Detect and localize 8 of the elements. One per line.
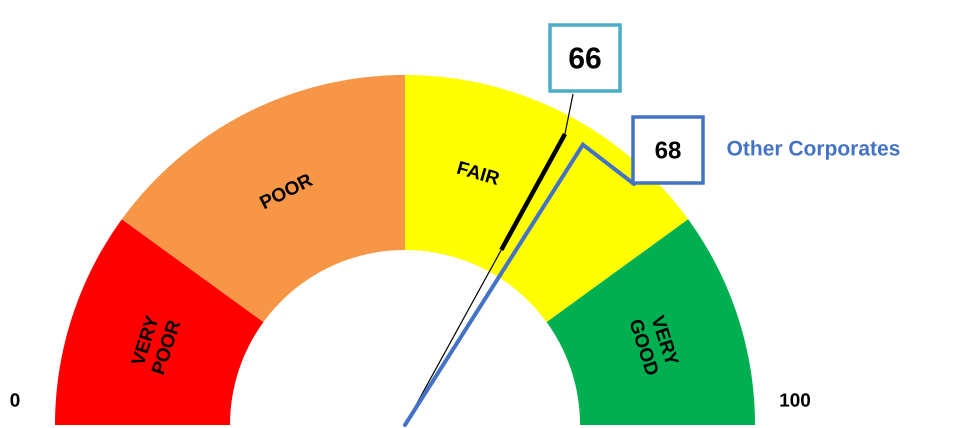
slice-label: VERY GOOD (630, 314, 680, 374)
slice-label: VERY POOR (130, 314, 180, 375)
text: 100 (780, 393, 810, 407)
text: 0 (10, 393, 20, 407)
text: 68 (656, 142, 681, 158)
text: 66 (569, 47, 601, 69)
slice-label: FAIR (456, 160, 499, 186)
text: Other Corporates (727, 140, 900, 160)
